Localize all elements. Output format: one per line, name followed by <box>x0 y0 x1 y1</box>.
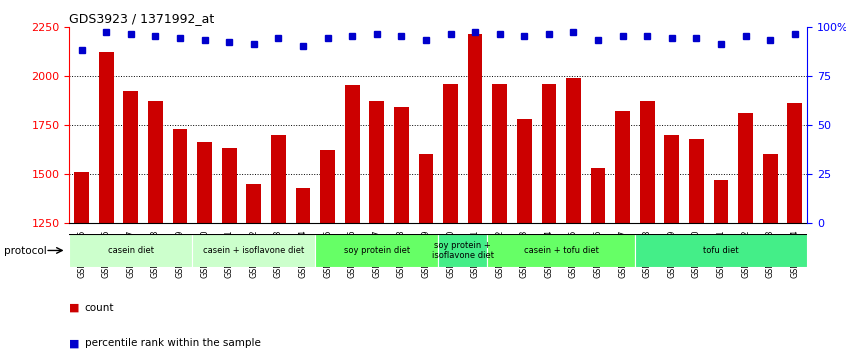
Bar <box>443 84 458 354</box>
Bar <box>541 84 557 354</box>
Text: casein + isoflavone diet: casein + isoflavone diet <box>203 246 305 255</box>
Text: soy protein diet: soy protein diet <box>343 246 409 255</box>
Text: soy protein +
isoflavone diet: soy protein + isoflavone diet <box>431 241 494 260</box>
Bar <box>788 103 802 354</box>
Bar <box>320 150 335 354</box>
Text: percentile rank within the sample: percentile rank within the sample <box>85 338 261 348</box>
Bar <box>492 84 507 354</box>
Bar <box>192 234 316 267</box>
Bar <box>197 142 212 354</box>
Bar <box>640 101 655 354</box>
Text: casein diet: casein diet <box>107 246 154 255</box>
Bar <box>173 129 188 354</box>
Bar <box>246 184 261 354</box>
Bar <box>222 148 237 354</box>
Bar <box>370 101 384 354</box>
Text: protocol: protocol <box>4 246 47 256</box>
Text: count: count <box>85 303 114 313</box>
Bar <box>615 111 630 354</box>
Bar <box>74 172 89 354</box>
Bar <box>316 234 438 267</box>
Bar <box>664 135 679 354</box>
Bar <box>394 107 409 354</box>
Bar <box>69 234 192 267</box>
Bar <box>271 135 286 354</box>
Bar <box>295 188 310 354</box>
Bar <box>591 168 606 354</box>
Bar <box>468 34 482 354</box>
Text: ■: ■ <box>69 303 80 313</box>
Bar <box>148 101 162 354</box>
Bar <box>566 78 581 354</box>
Bar <box>635 234 807 267</box>
Bar <box>438 234 487 267</box>
Bar <box>124 91 138 354</box>
Bar <box>714 180 728 354</box>
Bar <box>487 234 635 267</box>
Bar <box>689 138 704 354</box>
Text: ■: ■ <box>69 338 80 348</box>
Bar <box>99 52 113 354</box>
Bar <box>419 154 433 354</box>
Bar <box>517 119 531 354</box>
Bar <box>739 113 753 354</box>
Text: GDS3923 / 1371992_at: GDS3923 / 1371992_at <box>69 12 215 25</box>
Bar <box>345 85 360 354</box>
Bar <box>763 154 777 354</box>
Text: tofu diet: tofu diet <box>703 246 739 255</box>
Text: casein + tofu diet: casein + tofu diet <box>524 246 599 255</box>
